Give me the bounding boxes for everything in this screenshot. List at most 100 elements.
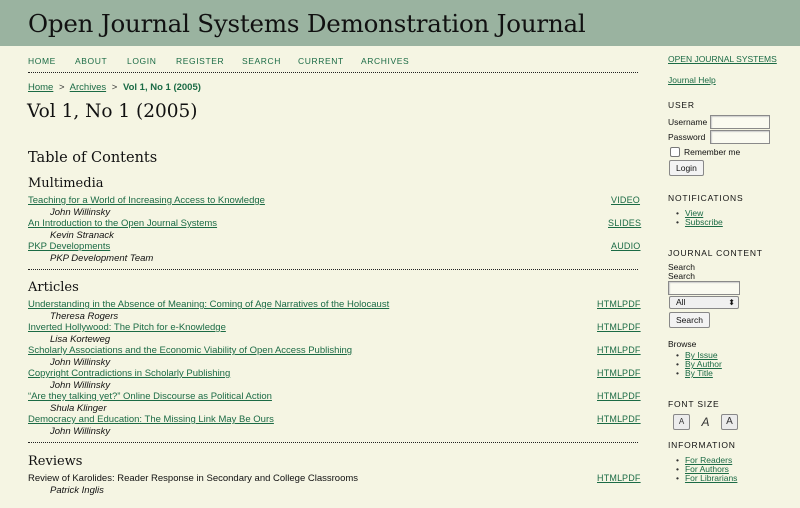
section-divider	[28, 442, 638, 443]
article-author: Shula Klinger	[50, 403, 107, 414]
section-title-reviews: Reviews	[28, 454, 83, 469]
breadcrumb-archives[interactable]: Archives	[69, 82, 107, 93]
article-author: John Willinsky	[50, 207, 111, 218]
for-librarians-link[interactable]: For Librarians	[684, 473, 738, 483]
journal-content-heading: JOURNAL CONTENT	[668, 248, 763, 258]
article-title-link[interactable]: An Introduction to the Open Journal Syst…	[28, 218, 218, 229]
article-title-link[interactable]: PKP Developments	[28, 241, 111, 252]
for-readers-link[interactable]: For Readers	[684, 455, 733, 465]
browse-by-issue-link[interactable]: By Issue	[684, 350, 718, 360]
for-authors-link[interactable]: For Authors	[684, 464, 729, 474]
browse-by-author-link[interactable]: By Author	[684, 359, 722, 369]
section-title-articles: Articles	[28, 280, 79, 295]
nav-archives[interactable]: ARCHIVES	[361, 56, 410, 66]
article-title-link[interactable]: Copyright Contradictions in Scholarly Pu…	[28, 368, 231, 379]
remember-me-checkbox[interactable]	[670, 147, 680, 157]
page-title: Vol 1, No 1 (2005)	[27, 101, 198, 122]
information-item: • For Librarians	[676, 473, 737, 483]
galley-html-link[interactable]: HTML	[597, 368, 623, 378]
search-input[interactable]	[668, 281, 740, 295]
galley-pdf-link[interactable]: PDF	[622, 414, 641, 424]
font-large-icon: A	[726, 416, 733, 427]
user-block-heading: USER	[668, 100, 695, 110]
font-default-icon: A	[701, 415, 710, 429]
browse-label: Browse	[668, 339, 697, 349]
galley-html-link[interactable]: HTML	[597, 473, 623, 483]
browse-item: • By Issue	[676, 350, 718, 360]
article-title-link[interactable]: Scholarly Associations and the Economic …	[28, 345, 353, 356]
galley-pdf-link[interactable]: PDF	[622, 345, 641, 355]
nav-home[interactable]: HOME	[28, 56, 56, 66]
galley-html-link[interactable]: HTML	[597, 391, 623, 401]
article-author: Kevin Stranack	[50, 230, 114, 241]
browse-by-title-link[interactable]: By Title	[684, 368, 713, 378]
bullet-icon: •	[676, 359, 679, 369]
information-heading: INFORMATION	[668, 440, 736, 450]
article-title-link[interactable]: Inverted Hollywood: The Pitch for e-Know…	[28, 322, 226, 333]
journal-help-link[interactable]: Journal Help	[668, 75, 716, 85]
search-heading: Search	[668, 262, 695, 272]
nav-current[interactable]: CURRENT	[298, 56, 344, 66]
galley-html-link[interactable]: HTML	[597, 345, 623, 355]
font-size-small-button[interactable]: A	[673, 414, 690, 430]
article-author: Lisa Korteweg	[50, 334, 111, 345]
breadcrumb: Home > Archives > Vol 1, No 1 (2005)	[28, 82, 201, 93]
galley-audio-link[interactable]: AUDIO	[611, 241, 641, 251]
nav-about[interactable]: ABOUT	[75, 56, 108, 66]
article-author: John Willinsky	[50, 357, 111, 368]
nav-divider	[28, 72, 638, 73]
font-size-large-button[interactable]: A	[721, 414, 738, 430]
breadcrumb-separator: >	[58, 82, 65, 93]
breadcrumb-home[interactable]: Home	[28, 82, 54, 93]
galley-pdf-link[interactable]: PDF	[622, 322, 641, 332]
galley-pdf-link[interactable]: PDF	[622, 299, 641, 309]
nav-register[interactable]: REGISTER	[176, 56, 225, 66]
nav-search[interactable]: SEARCH	[242, 56, 282, 66]
information-item: • For Authors	[676, 464, 729, 474]
galley-pdf-link[interactable]: PDF	[622, 368, 641, 378]
article-title-link[interactable]: “Are they talking yet?” Online Discourse…	[28, 391, 272, 402]
galley-video-link[interactable]: VIDEO	[611, 195, 641, 205]
search-scope-value: All	[676, 297, 686, 307]
bullet-icon: •	[676, 455, 679, 465]
search-scope-select[interactable]: All ⬍	[669, 296, 739, 309]
bullet-icon: •	[676, 350, 679, 360]
notifications-subscribe-link[interactable]: Subscribe	[684, 217, 723, 227]
article-author: PKP Development Team	[50, 253, 154, 264]
galley-slides-link[interactable]: SLIDES	[608, 218, 642, 228]
article-author: John Willinsky	[50, 380, 111, 391]
ojs-link[interactable]: OPEN JOURNAL SYSTEMS	[668, 54, 777, 64]
galley-html-link[interactable]: HTML	[597, 414, 623, 424]
username-label: Username	[668, 117, 708, 127]
notifications-item: • Subscribe	[676, 217, 723, 227]
bullet-icon: •	[676, 208, 679, 218]
article-author: Patrick Inglis	[50, 485, 104, 496]
browse-item: • By Title	[676, 368, 713, 378]
font-size-heading: FONT SIZE	[668, 399, 720, 409]
article-title-link[interactable]: Democracy and Education: The Missing Lin…	[28, 414, 274, 425]
galley-pdf-link[interactable]: PDF	[622, 391, 641, 401]
nav-login[interactable]: LOGIN	[127, 56, 157, 66]
bullet-icon: •	[676, 473, 679, 483]
journal-title: Open Journal Systems Demonstration Journ…	[28, 9, 586, 38]
notifications-item: • View	[676, 208, 703, 218]
galley-pdf-link[interactable]: PDF	[622, 473, 641, 483]
login-button[interactable]: Login	[669, 160, 704, 176]
breadcrumb-separator: >	[111, 82, 118, 93]
section-title-multimedia: Multimedia	[28, 176, 104, 191]
bullet-icon: •	[676, 464, 679, 474]
username-input[interactable]	[710, 115, 770, 129]
article-title-link[interactable]: Teaching for a World of Increasing Acces…	[28, 195, 265, 206]
bullet-icon: •	[676, 368, 679, 378]
section-divider	[28, 269, 638, 270]
notifications-view-link[interactable]: View	[684, 208, 704, 218]
galley-html-link[interactable]: HTML	[597, 322, 623, 332]
galley-html-link[interactable]: HTML	[597, 299, 623, 309]
password-input[interactable]	[710, 130, 770, 144]
font-size-default-button[interactable]: A	[697, 414, 714, 430]
search-button[interactable]: Search	[669, 312, 710, 328]
bullet-icon: •	[676, 217, 679, 227]
browse-item: • By Author	[676, 359, 722, 369]
breadcrumb-current[interactable]: Vol 1, No 1 (2005)	[122, 82, 201, 93]
article-title-link[interactable]: Understanding in the Absence of Meaning:…	[28, 299, 390, 310]
